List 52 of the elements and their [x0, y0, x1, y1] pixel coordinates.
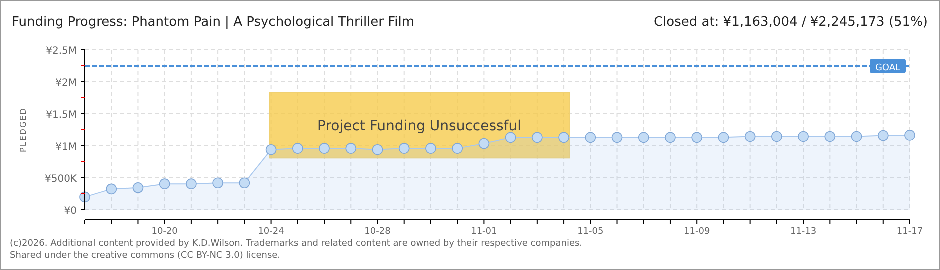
point [398, 143, 410, 154]
x-tick-label: 10-24 [258, 227, 285, 237]
x-tick-label: 10-20 [152, 227, 178, 237]
text: (c)2026. Additional content provided by K.D.Wilson. Trademarks and related content are owned by their respective companies. [10, 239, 583, 249]
point [904, 130, 916, 141]
x-tick-label: 11-09 [684, 227, 710, 237]
chart-subtitle: Closed at: ¥1,163,004 / ¥2,245,173 (51%) [654, 15, 928, 30]
y-axis-title: PLEDGED [19, 108, 28, 152]
chart-title: Funding Progress: Phantom Pain | A Psychological Thriller Film [12, 15, 415, 30]
x-tick-label: 10-28 [364, 227, 392, 237]
point [426, 143, 436, 154]
point [212, 178, 224, 189]
point [744, 131, 756, 142]
x-tick-label: 11-17 [896, 227, 924, 237]
point [772, 131, 782, 142]
annotation: Project Funding Unsuccessful [318, 118, 522, 135]
point [346, 143, 357, 154]
y-tick-label: ¥0 [64, 206, 77, 217]
y-tick-label: ¥1M [56, 142, 77, 153]
point [532, 132, 543, 144]
point [638, 132, 650, 144]
x-tick-label: 11-05 [578, 227, 604, 237]
point [319, 143, 330, 154]
point [878, 130, 889, 142]
point [612, 132, 623, 144]
text: Shared under the creative commons (CC BY-NC 3.0) license. [10, 251, 281, 261]
point [585, 132, 596, 144]
y-tick-label: ¥1.5M [46, 110, 77, 121]
y-tick-label: ¥2.5M [46, 46, 77, 57]
point [266, 144, 277, 156]
x-tick-label: 11-13 [790, 227, 817, 237]
point [558, 132, 570, 144]
point [239, 178, 250, 189]
point [665, 132, 676, 144]
point [505, 132, 516, 144]
point [851, 131, 862, 142]
point [292, 143, 304, 154]
point [106, 184, 118, 195]
ref-line-label: GOAL [875, 63, 901, 74]
point [692, 132, 702, 144]
point [372, 144, 384, 156]
point [718, 132, 730, 144]
point [824, 131, 836, 142]
point [132, 182, 144, 194]
y-tick-label: ¥2M [56, 78, 77, 89]
point [186, 178, 197, 190]
point [452, 143, 463, 154]
point [159, 178, 170, 190]
y-tick-label: ¥500K [44, 174, 78, 185]
point [798, 131, 809, 142]
point [478, 138, 490, 150]
x-tick-label: 11-01 [471, 227, 498, 237]
